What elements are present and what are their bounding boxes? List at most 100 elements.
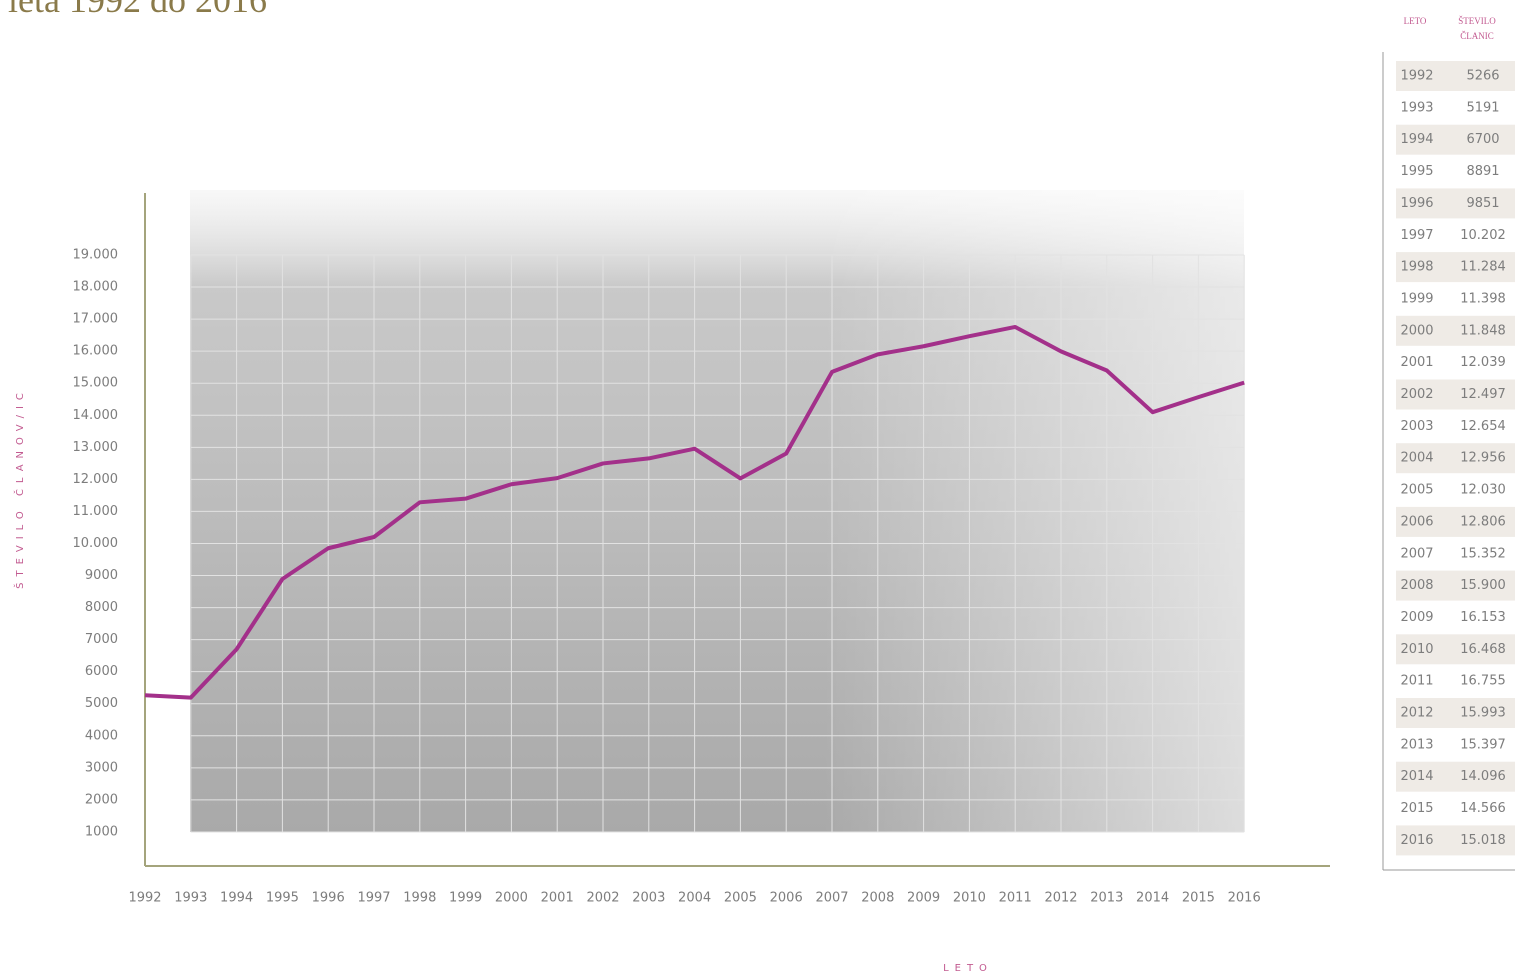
page-title: leta 1992 do 2016: [8, 0, 267, 20]
table-value: 12.039: [1460, 355, 1506, 370]
y-tick-label: 3000: [85, 760, 118, 775]
table-value: 8891: [1466, 164, 1499, 179]
table-value: 15.397: [1460, 737, 1506, 752]
table-value: 16.468: [1460, 642, 1506, 657]
y-tick-label: 11.000: [73, 504, 119, 519]
table-year: 2013: [1400, 737, 1433, 752]
y-tick-label: 13.000: [73, 440, 119, 455]
table-value: 9851: [1466, 196, 1499, 211]
x-tick-label: 1993: [174, 891, 207, 906]
x-tick-label: 1992: [128, 891, 161, 906]
table-year: 2014: [1400, 769, 1433, 784]
table-value: 16.153: [1460, 610, 1506, 625]
table-year: 2007: [1400, 546, 1433, 561]
table-year: 1994: [1400, 132, 1433, 147]
x-tick-label: 2010: [953, 891, 986, 906]
table-value: 5266: [1466, 69, 1499, 84]
table-value: 6700: [1466, 132, 1499, 147]
table-value: 12.497: [1460, 387, 1506, 402]
table-year: 2002: [1400, 387, 1433, 402]
page: leta 1992 do 2016 LETO ŠTEVILO ČLANOV/IC…: [0, 0, 1515, 975]
x-tick-label: 2000: [495, 891, 528, 906]
table-year: 2010: [1400, 642, 1433, 657]
table-year: 1995: [1400, 164, 1433, 179]
table-header: ČLANIC: [1460, 31, 1494, 41]
table-year: 2012: [1400, 706, 1433, 721]
table-value: 14.566: [1460, 801, 1506, 816]
y-tick-label: 15.000: [73, 376, 119, 391]
table-year: 1996: [1400, 196, 1433, 211]
x-tick-label: 1995: [266, 891, 299, 906]
table-value: 12.030: [1460, 483, 1506, 498]
x-tick-label: 1996: [312, 891, 345, 906]
table-year: 2016: [1400, 833, 1433, 848]
x-tick-label: 1994: [220, 891, 253, 906]
table-year: 1997: [1400, 228, 1433, 243]
y-tick-label: 4000: [85, 728, 118, 743]
y-tick-label: 5000: [85, 696, 118, 711]
x-tick-label: 1997: [357, 891, 390, 906]
table-year: 2000: [1400, 323, 1433, 338]
table-value: 12.806: [1460, 514, 1506, 529]
y-axis-title: ŠTEVILO ČLANOV/IC: [13, 387, 26, 589]
table-year: 2008: [1400, 578, 1433, 593]
y-tick-label: 12.000: [73, 472, 119, 487]
table-value: 15.900: [1460, 578, 1506, 593]
table-value: 15.993: [1460, 706, 1506, 721]
y-tick-label: 19.000: [73, 248, 119, 263]
table-year: 1992: [1400, 69, 1433, 84]
table-year: 2015: [1400, 801, 1433, 816]
x-tick-label: 2008: [861, 891, 894, 906]
table-value: 11.848: [1460, 323, 1506, 338]
x-tick-label: 2003: [632, 891, 665, 906]
y-tick-label: 7000: [85, 632, 118, 647]
x-tick-label: 2004: [678, 891, 711, 906]
y-tick-label: 10.000: [73, 536, 119, 551]
x-tick-label: 2005: [724, 891, 757, 906]
table-year: 2009: [1400, 610, 1433, 625]
table-year: 2005: [1400, 483, 1433, 498]
table-year: 1999: [1400, 291, 1433, 306]
x-tick-label: 2012: [1044, 891, 1077, 906]
x-tick-label: 2001: [541, 891, 574, 906]
y-tick-label: 17.000: [73, 312, 119, 327]
table-value: 14.096: [1460, 769, 1506, 784]
table-value: 10.202: [1460, 228, 1506, 243]
table-header: LETO: [1404, 16, 1427, 26]
y-tick-label: 6000: [85, 664, 118, 679]
table-value: 12.654: [1460, 419, 1506, 434]
table-year: 2006: [1400, 514, 1433, 529]
table-value: 11.398: [1460, 291, 1506, 306]
table-value: 15.352: [1460, 546, 1506, 561]
table-year: 2011: [1400, 674, 1433, 689]
table-value: 11.284: [1460, 260, 1506, 275]
x-tick-label: 2011: [999, 891, 1032, 906]
table-year: 1998: [1400, 260, 1433, 275]
x-tick-label: 1999: [449, 891, 482, 906]
y-tick-label: 16.000: [73, 344, 119, 359]
x-tick-label: 2009: [907, 891, 940, 906]
y-tick-label: 8000: [85, 600, 118, 615]
y-tick-label: 18.000: [73, 280, 119, 295]
table-year: 2003: [1400, 419, 1433, 434]
x-tick-label: 2015: [1182, 891, 1215, 906]
table-value: 12.956: [1460, 451, 1506, 466]
table-year: 1993: [1400, 100, 1433, 115]
y-tick-label: 1000: [85, 824, 118, 839]
x-tick-label: 2002: [586, 891, 619, 906]
x-tick-label: 1998: [403, 891, 436, 906]
table-value: 5191: [1466, 100, 1499, 115]
y-tick-label: 9000: [85, 568, 118, 583]
table-value: 16.755: [1460, 674, 1506, 689]
y-tick-label: 2000: [85, 792, 118, 807]
x-tick-label: 2014: [1136, 891, 1169, 906]
y-tick-label: 14.000: [73, 408, 119, 423]
table-year: 2004: [1400, 451, 1433, 466]
x-tick-label: 2016: [1228, 891, 1261, 906]
x-tick-label: 2007: [815, 891, 848, 906]
table-header: ŠTEVILO: [1458, 16, 1496, 26]
table-year: 2001: [1400, 355, 1433, 370]
x-tick-label: 2013: [1090, 891, 1123, 906]
table-value: 15.018: [1460, 833, 1506, 848]
x-axis-title: LETO: [943, 963, 993, 974]
